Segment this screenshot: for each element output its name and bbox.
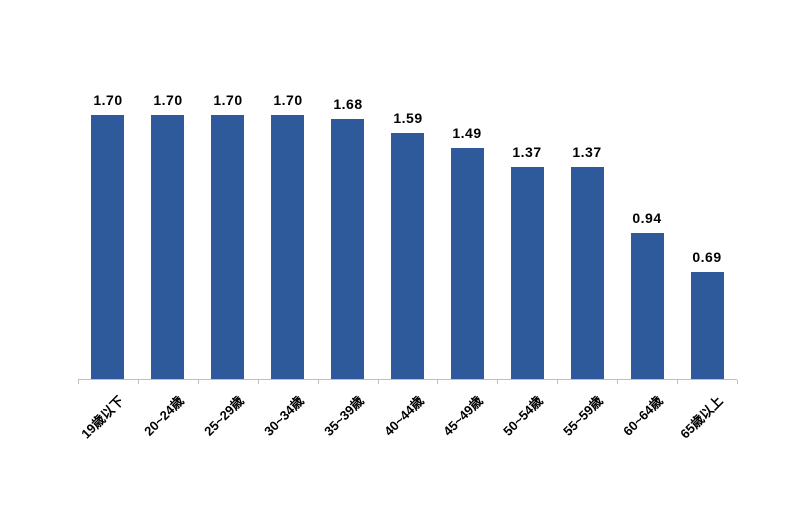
x-axis-tick-label: 55~59歳 — [560, 393, 606, 439]
bar-value-label: 0.69 — [692, 249, 722, 265]
x-axis-tick-mark — [557, 380, 558, 384]
bar-value-label: 1.68 — [333, 96, 363, 112]
x-axis-tick-label: 25~29歳 — [201, 393, 247, 439]
x-axis-tick-label: 19歳以下 — [78, 393, 127, 442]
x-axis-tick-label: 50~54歳 — [500, 393, 546, 439]
bar-value-label: 1.70 — [93, 92, 123, 108]
x-axis-tick-mark — [437, 380, 438, 384]
x-axis-tick-mark — [318, 380, 319, 384]
x-axis-tick-label: 20~24歳 — [141, 393, 187, 439]
x-axis-tick-mark — [677, 380, 678, 384]
x-axis-line — [78, 379, 737, 380]
x-axis-tick-mark — [258, 380, 259, 384]
x-axis-tick-label: 35~39歳 — [321, 393, 367, 439]
bar — [451, 148, 484, 379]
x-axis-tick-mark — [378, 380, 379, 384]
bar — [151, 115, 184, 379]
bar — [271, 115, 304, 379]
bar — [91, 115, 124, 379]
x-axis-tick-mark — [617, 380, 618, 384]
bar-value-label: 1.70 — [213, 92, 243, 108]
bar — [691, 272, 724, 379]
x-axis-tick-mark — [138, 380, 139, 384]
bar-value-label: 1.37 — [572, 144, 602, 160]
bar — [211, 115, 244, 379]
bar-value-label: 1.70 — [153, 92, 183, 108]
bar — [631, 233, 664, 379]
bar-value-label: 1.70 — [273, 92, 303, 108]
bar-value-label: 1.49 — [452, 125, 482, 141]
x-axis-tick-mark — [737, 380, 738, 384]
x-axis-tick-label: 65歳以上 — [677, 393, 726, 442]
x-axis-tick-mark — [198, 380, 199, 384]
x-axis-tick-label: 40~44歳 — [381, 393, 427, 439]
bar — [331, 119, 364, 379]
bar — [511, 167, 544, 379]
x-axis-tick-label: 30~34歳 — [261, 393, 307, 439]
bar — [571, 167, 604, 379]
bar-value-label: 1.37 — [512, 144, 542, 160]
x-axis-tick-label: 60~64歳 — [620, 393, 666, 439]
bar — [391, 133, 424, 379]
bar-value-label: 1.59 — [393, 110, 423, 126]
x-axis-tick-mark — [78, 380, 79, 384]
x-axis-tick-mark — [497, 380, 498, 384]
x-axis-tick-label: 45~49歳 — [440, 393, 486, 439]
bar-value-label: 0.94 — [632, 210, 662, 226]
